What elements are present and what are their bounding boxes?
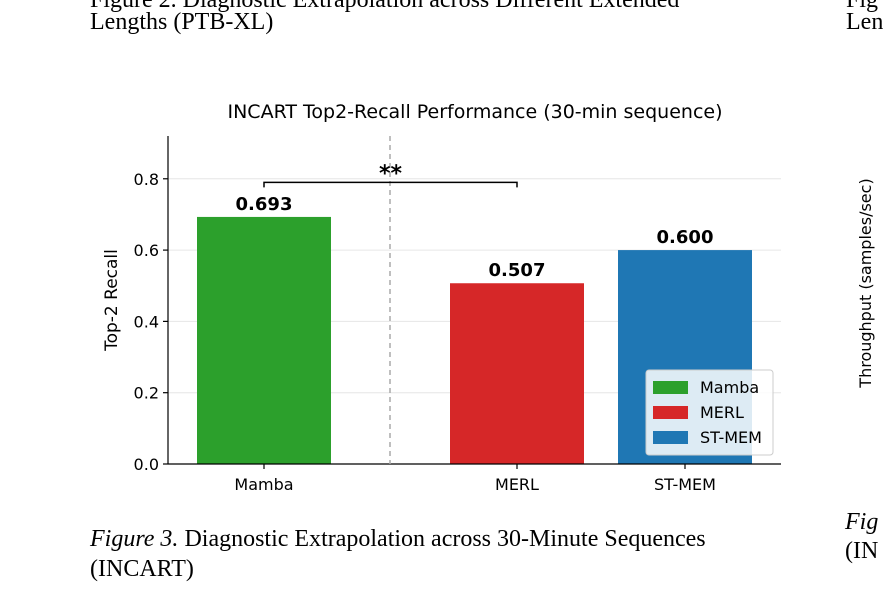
x-tick-label-mamba: Mamba (234, 475, 293, 494)
legend-label-mamba: Mamba (700, 378, 759, 397)
legend-swatch-st-mem (653, 431, 688, 444)
y-tick-label: 0.4 (134, 312, 159, 331)
value-label-mamba: 0.693 (236, 194, 293, 215)
figure-caption: Figure 3. Diagnostic Extrapolation acros… (90, 524, 706, 584)
chart-title: INCART Top2-Recall Performance (30-min s… (227, 101, 722, 123)
axes (167, 136, 781, 465)
bars (197, 216, 752, 464)
bar-merl (450, 283, 584, 464)
y-tick-label: 0.2 (134, 384, 159, 403)
value-label-st-mem: 0.600 (657, 227, 714, 248)
y-axis-label: Top-2 Recall (102, 249, 122, 352)
legend: Mamba MERL ST-MEM (645, 369, 774, 456)
right-panel-ylabel: Throughput (samples/sec) (856, 178, 875, 388)
y-tick-label: 0.8 (134, 170, 159, 189)
legend-label-merl: MERL (700, 403, 744, 422)
caption-line1: Figure 3. Diagnostic Extrapolation acros… (90, 524, 706, 554)
caption-lead: Figure 3. (90, 526, 179, 552)
right-prev-caption-line1: Fig (846, 0, 879, 13)
significance-line (263, 181, 518, 188)
caption-text: Diagnostic Extrapolation across 30-Minut… (178, 526, 706, 552)
tick-labels: 0.0 0.2 0.4 0.6 0.8 Mamba MERL ST-MEM (134, 170, 716, 494)
prev-caption-line1: Figure 2. Diagnostic Extrapolation acros… (90, 0, 680, 13)
legend-swatch-mamba (653, 381, 688, 394)
bar-mamba (197, 216, 331, 464)
legend-swatch-merl (653, 406, 688, 419)
legend-label-st-mem: ST-MEM (700, 428, 762, 447)
significance-bracket: ** (263, 161, 518, 188)
significance-label: ** (379, 161, 403, 186)
value-labels: 0.693 0.507 0.600 (236, 194, 714, 281)
right-panel-caption-lead: Fig (845, 509, 879, 535)
right-prev-caption-line2: Len (846, 9, 883, 35)
x-tick-label-merl: MERL (495, 475, 539, 494)
caption-line2: (INCART) (90, 556, 194, 582)
y-tick-label: 0.6 (134, 241, 159, 260)
y-tick-label: 0.0 (134, 455, 159, 474)
prev-caption-line2: Lengths (PTB-XL) (90, 9, 274, 35)
right-panel-caption-line2: (IN (845, 538, 879, 564)
x-tick-label-st-mem: ST-MEM (654, 475, 716, 494)
right-panel-fragment: Throughput (samples/sec) Fig (IN (840, 0, 883, 596)
value-label-merl: 0.507 (489, 260, 546, 281)
